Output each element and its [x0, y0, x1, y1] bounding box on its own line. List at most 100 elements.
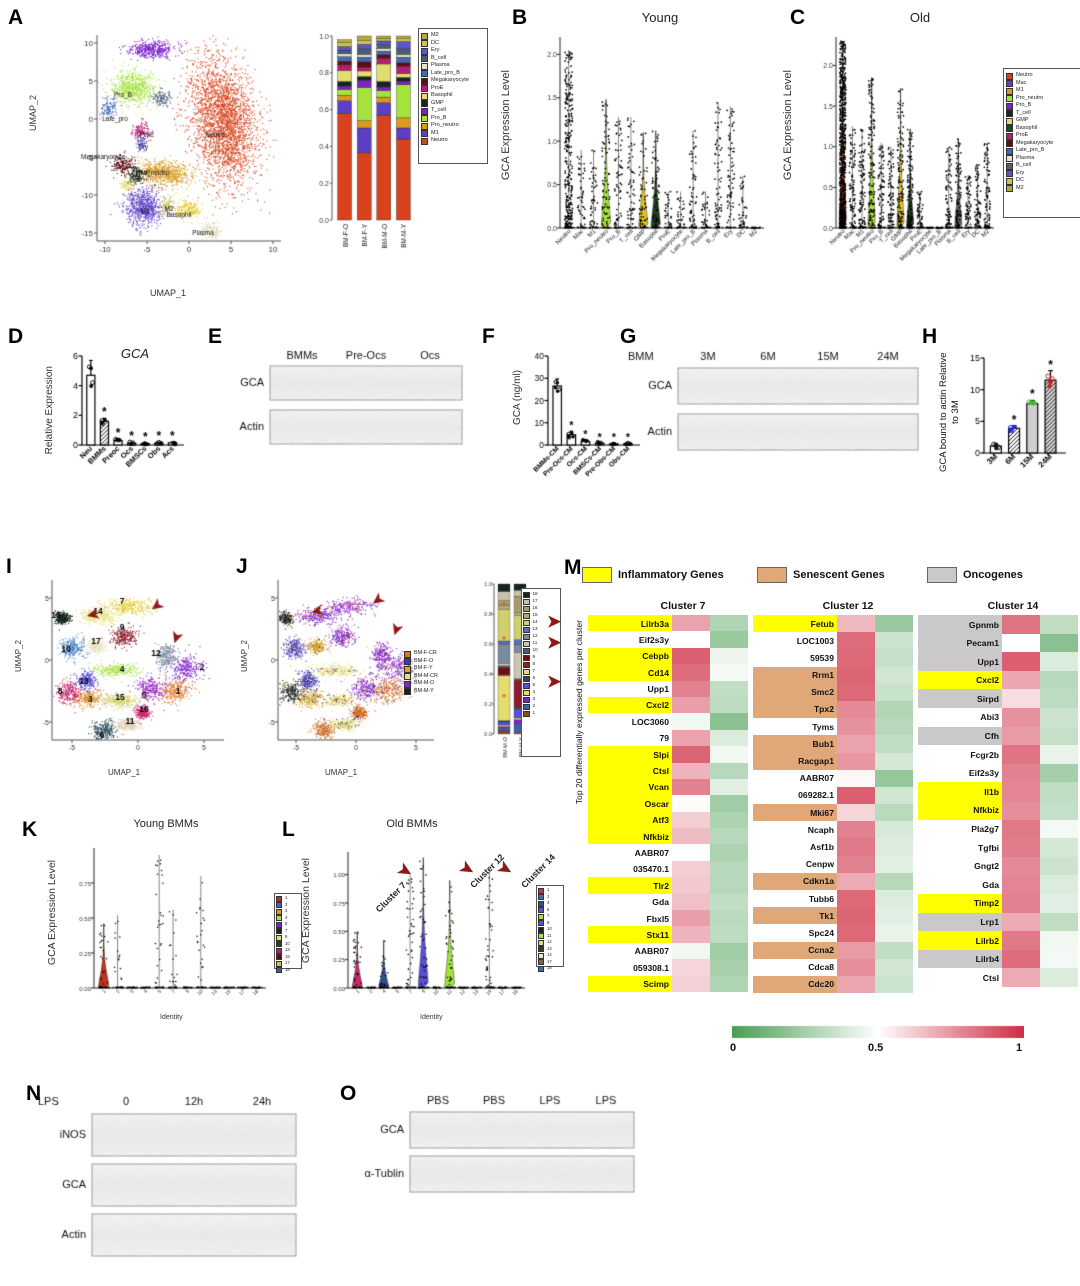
legend-swatch [538, 952, 544, 959]
heatmap-cell [1040, 689, 1078, 708]
legend-label: M1 [431, 129, 439, 136]
legend-label: Pro_neutro [431, 122, 459, 129]
legend-label: BM-M-CR [414, 672, 438, 679]
legend-label: 9 [285, 934, 288, 940]
legend-item: M2 [1006, 185, 1078, 192]
gene-label: Upp1 [647, 684, 669, 695]
panel-k-xlabel: Identity [160, 1014, 183, 1021]
heatmap-cell [837, 615, 875, 633]
heatmap-cell [672, 729, 710, 747]
legend-label: Basophil [1016, 124, 1038, 131]
heatmap-cell [1040, 931, 1078, 950]
heatmap-row [837, 821, 913, 839]
gene-label: Pla2g7 [971, 824, 999, 835]
panel-c-ylabel: GCA Expression Level [782, 70, 794, 181]
gene-label: AABR07 [634, 847, 669, 858]
legend-item: GMP [1006, 117, 1078, 125]
legend-label: 17 [547, 958, 552, 964]
heatmap-title: Cluster 14 [987, 600, 1039, 612]
heatmap-cell [710, 746, 748, 763]
legend-swatch [421, 107, 428, 115]
heatmap-cell [1002, 875, 1040, 894]
legend-item: 4 [276, 915, 300, 921]
heatmap-row [672, 811, 748, 829]
legend-item: DC [421, 40, 485, 47]
legend-swatch [1006, 140, 1013, 147]
legend-label: 13 [547, 945, 552, 951]
gene-label: Nfkbiz [918, 800, 1002, 820]
scale-tick-1: 1 [1016, 1042, 1023, 1054]
legend-item: Megakaryocyte [421, 77, 485, 85]
panel-f-ylabel: GCA (ng/ml) [512, 370, 523, 426]
heatmap-cell [710, 910, 748, 927]
legend-label: 14 [547, 952, 552, 958]
heatmap-cell [837, 958, 875, 976]
gene-label: Cenpw [805, 859, 834, 870]
key-label: Senescent Genes [793, 569, 885, 581]
legend-label: 11 [547, 932, 552, 938]
legend-item: Basophil [1006, 125, 1078, 132]
heatmap-cell [1002, 838, 1040, 857]
legend-item: 4 [538, 900, 562, 907]
legend-label: 17 [285, 960, 290, 966]
heatmap-cell [710, 762, 748, 779]
heatmap-cell [1040, 875, 1078, 894]
legend-swatch [421, 115, 428, 122]
legend-swatch [523, 654, 530, 661]
legend-item: 13 [538, 946, 562, 952]
gene-label: Ctsl [588, 762, 672, 779]
heatmap-cell [837, 855, 875, 873]
panel-d-bar [58, 348, 188, 493]
heatmap-cell [672, 762, 710, 779]
legend-label: 5 [532, 682, 536, 688]
heatmap-cell [1040, 707, 1078, 727]
legend-label: 17 [532, 598, 538, 604]
legend-swatch [276, 960, 282, 967]
panel-m-axis-label: Top 20 differentially expressed genes pe… [574, 620, 584, 805]
gene-label: Fcgr2b [970, 749, 999, 760]
heatmap-row [837, 838, 913, 856]
heatmap-cell [672, 828, 710, 845]
heatmap-cell [672, 680, 710, 697]
gene-label: Gda [982, 879, 999, 890]
legend-label: GMP [1016, 117, 1029, 124]
legend-item: 14 [538, 952, 562, 959]
heatmap-cell [710, 975, 748, 992]
heatmap-row [837, 649, 913, 667]
legend-label: 2 [532, 703, 536, 709]
heatmap-cell [672, 811, 710, 829]
heatmap-cell [710, 926, 748, 943]
legend-swatch [538, 894, 544, 900]
heatmap-row [672, 959, 748, 976]
heatmap-1: Cluster 7 Lilrb3a Eif2s3y Cebpb Cd14 Upp1 Cxcl… [588, 600, 748, 992]
heatmap-cell [710, 811, 748, 829]
heatmap-cell [710, 959, 748, 976]
panel-c-title: Old [909, 10, 931, 25]
heatmap-row [1002, 893, 1078, 913]
gene-label: Eif2s3y [638, 634, 669, 645]
gene-label: Tgfbi [978, 842, 999, 853]
legend-key-1: Inflammatory Genes [582, 567, 724, 583]
heatmap-cell [875, 752, 913, 770]
legend-item: BM-F-CR [404, 650, 474, 658]
heatmap-row [837, 804, 913, 822]
legend-swatch [404, 665, 411, 673]
gene-label: Cdkn1a [753, 872, 837, 890]
key-label: Inflammatory Genes [618, 569, 724, 581]
heatmap-row [672, 647, 748, 665]
legend-item: ProE [421, 85, 485, 92]
heatmap-cell [875, 649, 913, 667]
legend-item: 8 [523, 661, 559, 668]
heatmap-cell [672, 795, 710, 812]
legend-label: 9 [547, 919, 550, 925]
legend-swatch [404, 650, 411, 658]
heatmap-row [1002, 615, 1078, 634]
panel-l-legend: 1 2 4 5 7 9 10 11 12 13 14 17 18 [536, 885, 564, 972]
gene-label: Nfkbiz [588, 828, 672, 845]
legend-label: Pro_B [431, 114, 447, 121]
gene-label: Tlr2 [588, 877, 672, 894]
legend-item: 10 [523, 647, 559, 654]
heatmap-cell [1040, 949, 1078, 969]
legend-item: Ery [421, 47, 485, 55]
panel-label-a: A [8, 6, 24, 29]
